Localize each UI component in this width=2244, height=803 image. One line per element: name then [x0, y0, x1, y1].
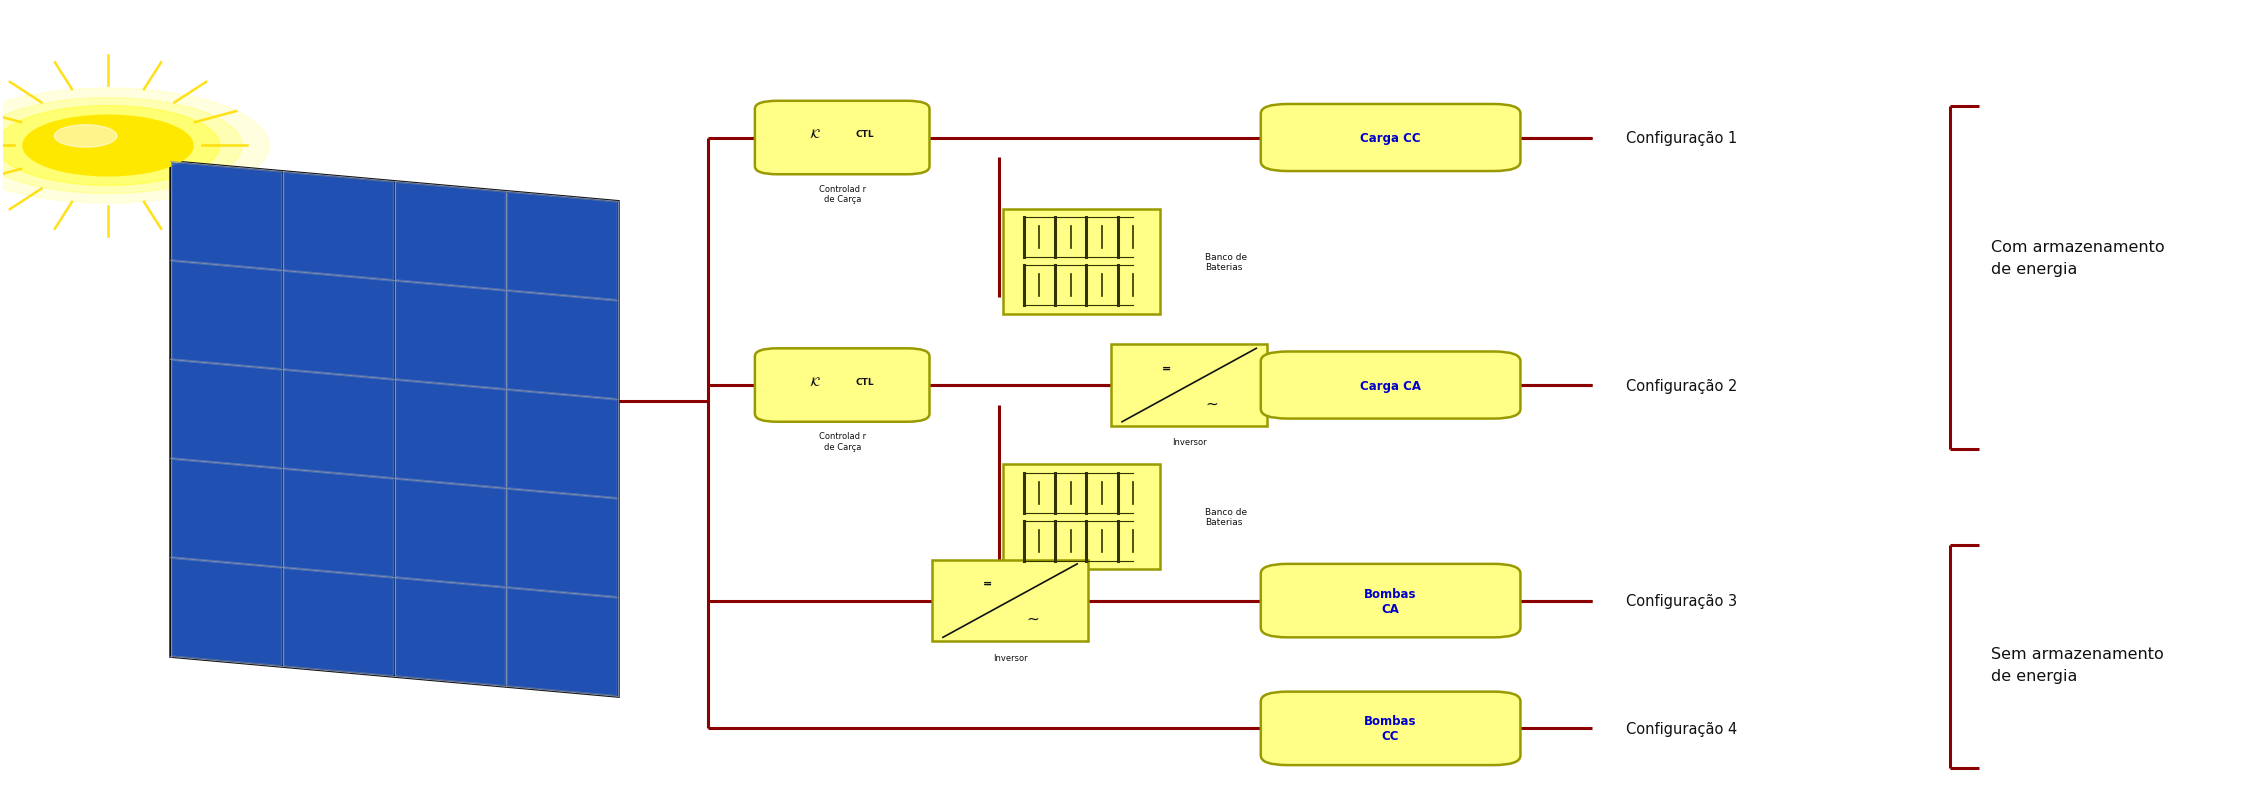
Text: Controlad r
de Carça: Controlad r de Carça — [819, 432, 866, 451]
Circle shape — [0, 107, 220, 186]
Polygon shape — [173, 361, 280, 468]
Text: $\mathcal{K}$: $\mathcal{K}$ — [810, 375, 821, 388]
Circle shape — [0, 89, 269, 204]
FancyBboxPatch shape — [1261, 105, 1521, 172]
Polygon shape — [395, 579, 505, 686]
FancyBboxPatch shape — [1261, 565, 1521, 638]
Circle shape — [0, 99, 242, 194]
Polygon shape — [171, 162, 619, 696]
Polygon shape — [283, 173, 393, 280]
FancyBboxPatch shape — [1261, 691, 1521, 765]
Text: Configuração 2: Configuração 2 — [1625, 378, 1737, 393]
Polygon shape — [283, 371, 393, 478]
Polygon shape — [507, 589, 617, 695]
Polygon shape — [507, 292, 617, 399]
Text: Sem armazenamento
de energia: Sem armazenamento de energia — [1990, 646, 2163, 683]
Text: =: = — [983, 578, 992, 589]
Text: Inversor: Inversor — [992, 653, 1028, 662]
Text: CTL: CTL — [855, 377, 873, 386]
Text: CTL: CTL — [855, 130, 873, 139]
Polygon shape — [283, 470, 393, 577]
Polygon shape — [395, 183, 505, 290]
Circle shape — [22, 116, 193, 177]
Text: Carga CA: Carga CA — [1360, 379, 1420, 392]
Text: Banco de
Baterias: Banco de Baterias — [1205, 507, 1248, 527]
Text: Bombas
CA: Bombas CA — [1364, 587, 1416, 615]
Polygon shape — [395, 282, 505, 389]
Text: Configuração 4: Configuração 4 — [1625, 721, 1737, 736]
Polygon shape — [173, 163, 280, 270]
Polygon shape — [507, 194, 617, 300]
FancyBboxPatch shape — [1003, 210, 1160, 315]
Circle shape — [54, 125, 117, 148]
Text: ~: ~ — [1205, 396, 1218, 410]
FancyBboxPatch shape — [754, 349, 929, 422]
FancyBboxPatch shape — [1003, 464, 1160, 570]
Text: Configuração 1: Configuração 1 — [1625, 131, 1737, 146]
Polygon shape — [507, 391, 617, 498]
FancyBboxPatch shape — [1261, 352, 1521, 419]
Text: Controlad r
de Carça: Controlad r de Carça — [819, 185, 866, 204]
FancyBboxPatch shape — [1111, 344, 1268, 426]
Polygon shape — [395, 381, 505, 487]
Text: Carga CC: Carga CC — [1360, 132, 1420, 145]
Text: Com armazenamento
de energia: Com armazenamento de energia — [1990, 239, 2163, 276]
Text: Configuração 3: Configuração 3 — [1625, 593, 1737, 609]
FancyBboxPatch shape — [754, 102, 929, 175]
Polygon shape — [173, 559, 280, 666]
Text: Banco de
Baterias: Banco de Baterias — [1205, 252, 1248, 271]
Polygon shape — [173, 262, 280, 369]
Polygon shape — [173, 460, 280, 567]
Text: ~: ~ — [1026, 611, 1039, 626]
Text: Inversor: Inversor — [1171, 438, 1207, 446]
Text: $\mathcal{K}$: $\mathcal{K}$ — [810, 128, 821, 141]
Text: Bombas
CC: Bombas CC — [1364, 715, 1416, 743]
Polygon shape — [395, 480, 505, 587]
Text: =: = — [1162, 363, 1171, 373]
FancyBboxPatch shape — [931, 560, 1088, 642]
Polygon shape — [507, 490, 617, 597]
Polygon shape — [283, 569, 393, 675]
Polygon shape — [283, 272, 393, 379]
